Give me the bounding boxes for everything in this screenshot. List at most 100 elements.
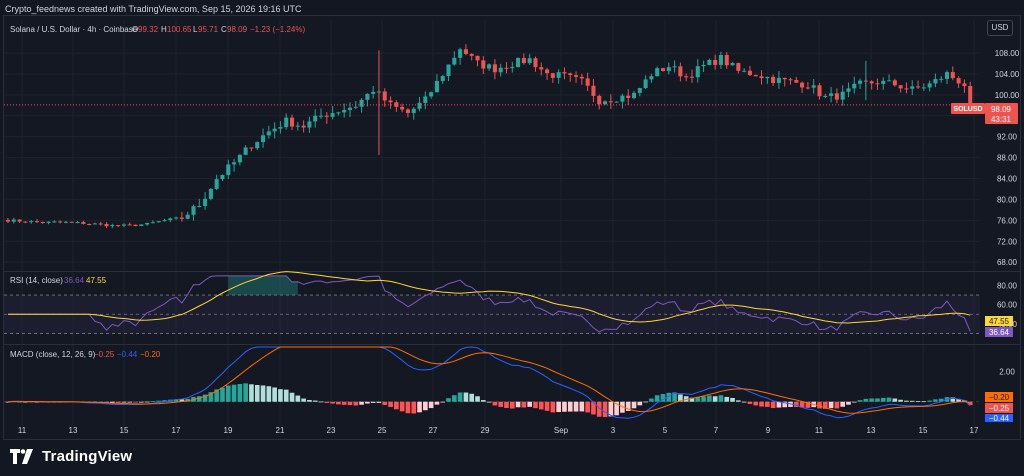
macd-histogram-bar: [133, 401, 138, 403]
candle-body: [313, 115, 318, 122]
macd-histogram-bar: [347, 401, 353, 406]
macd-legend-hist: −0.25: [94, 350, 115, 359]
macd-histogram-bar: [962, 400, 967, 402]
macd-histogram-bar: [196, 396, 202, 402]
price-badge-countdown: 43:31: [991, 115, 1012, 124]
candle-body: [614, 101, 619, 103]
macd-histogram-bar: [776, 401, 782, 408]
attribution-text: Crypto_feednews created with TradingView…: [5, 4, 302, 14]
candle-body: [266, 131, 271, 136]
rsi-line: [8, 275, 971, 333]
macd-histogram-bar: [382, 401, 388, 405]
chart-frame[interactable]: [3, 15, 1021, 440]
candle-body: [75, 222, 80, 224]
macd-histogram-bar: [457, 392, 463, 402]
macd-histogram-bar: [846, 401, 851, 405]
macd-histogram-bar: [156, 400, 162, 402]
legend-open-label: O: [132, 25, 138, 34]
candle-body: [481, 60, 486, 69]
candle-body: [11, 219, 16, 222]
macd-histogram-bar: [521, 401, 527, 408]
price-axis-label: 72.00: [997, 237, 1018, 246]
candle-body: [29, 221, 34, 223]
candle-body: [46, 221, 51, 223]
macd-histogram-bar: [34, 401, 40, 403]
candle-body: [487, 64, 492, 69]
rsi-ma-line: [8, 271, 971, 324]
histogram-badge: [985, 403, 1013, 413]
candle-body: [458, 49, 463, 58]
time-axis-label: 21: [276, 426, 285, 435]
candle-body: [249, 147, 254, 149]
macd-histogram-bar: [602, 401, 608, 417]
macd-histogram-bar: [904, 400, 909, 402]
tradingview-logo-icon: [10, 448, 33, 464]
macd-histogram-bar: [869, 398, 874, 402]
macd-histogram-bar: [480, 400, 486, 402]
candle-body: [179, 217, 184, 219]
price-axis-label: 88.00: [997, 154, 1018, 163]
candle-body: [950, 72, 955, 79]
legend-close-value: 98.09: [227, 25, 248, 34]
candle-body: [695, 66, 700, 78]
candle-body: [139, 224, 144, 227]
currency-button[interactable]: USD: [987, 20, 1013, 36]
macd-histogram-bar: [544, 401, 550, 411]
candle-body: [539, 67, 544, 70]
macd-histogram-bar: [741, 401, 747, 403]
candle-body: [730, 63, 735, 66]
macd-histogram-bar: [324, 401, 330, 403]
macd-histogram-bar: [475, 396, 480, 402]
candle-body: [933, 78, 938, 84]
macd-histogram-bar: [799, 401, 805, 408]
macd-histogram-bar: [649, 398, 654, 402]
macd-histogram-bar: [892, 398, 898, 402]
candle-body: [104, 224, 109, 227]
macd-histogram-bar: [822, 401, 828, 409]
time-axis-label: 13: [69, 426, 78, 435]
candle-body: [916, 86, 921, 88]
macd-badge-text: −0.44: [989, 414, 1010, 423]
macd-histogram-bar: [138, 401, 144, 403]
candle-body: [782, 77, 787, 80]
macd-histogram-bar: [625, 401, 631, 411]
macd-histogram-bar: [225, 385, 231, 402]
candle-body: [174, 217, 179, 219]
rsi-axis-label: 60.00: [997, 301, 1018, 310]
macd-histogram-bar: [417, 401, 422, 413]
macd-histogram-bar: [312, 400, 318, 402]
candle-body: [672, 66, 677, 68]
macd-legend-label: MACD (close, 12, 26, 9): [10, 350, 96, 359]
candle-body: [116, 225, 121, 227]
macd-histogram-bar: [724, 396, 730, 402]
candle-body: [261, 135, 266, 143]
candle-body: [805, 87, 810, 89]
candle-body: [226, 164, 231, 176]
candle-body: [423, 96, 428, 103]
macd-histogram-bar: [434, 401, 440, 405]
macd-histogram-bar: [272, 387, 277, 402]
candle-body: [23, 221, 28, 223]
macd-histogram-bar: [283, 389, 289, 402]
macd-histogram-bar: [115, 401, 121, 403]
candle-body: [927, 83, 932, 88]
macd-histogram-bar: [243, 383, 248, 402]
candle-body: [255, 142, 260, 149]
candle-body: [562, 72, 567, 74]
macd-histogram-bar: [428, 401, 434, 409]
signal-line: [7, 346, 971, 414]
legend-high-value: 100.65: [167, 25, 192, 34]
candle-body: [533, 58, 538, 68]
candle-body: [295, 125, 300, 127]
time-axis-label: 3: [611, 426, 616, 435]
macd-histogram-bar: [533, 401, 538, 409]
candle-body: [81, 222, 86, 224]
candle-body: [133, 224, 138, 227]
tradingview-logo[interactable]: TradingView: [10, 448, 132, 465]
macd-histogram-bar: [237, 383, 243, 402]
rsi-axis-label: 80.00: [997, 282, 1018, 291]
candle-body: [904, 88, 909, 90]
candle-body: [243, 147, 248, 155]
macd-histogram-bar: [701, 396, 706, 402]
